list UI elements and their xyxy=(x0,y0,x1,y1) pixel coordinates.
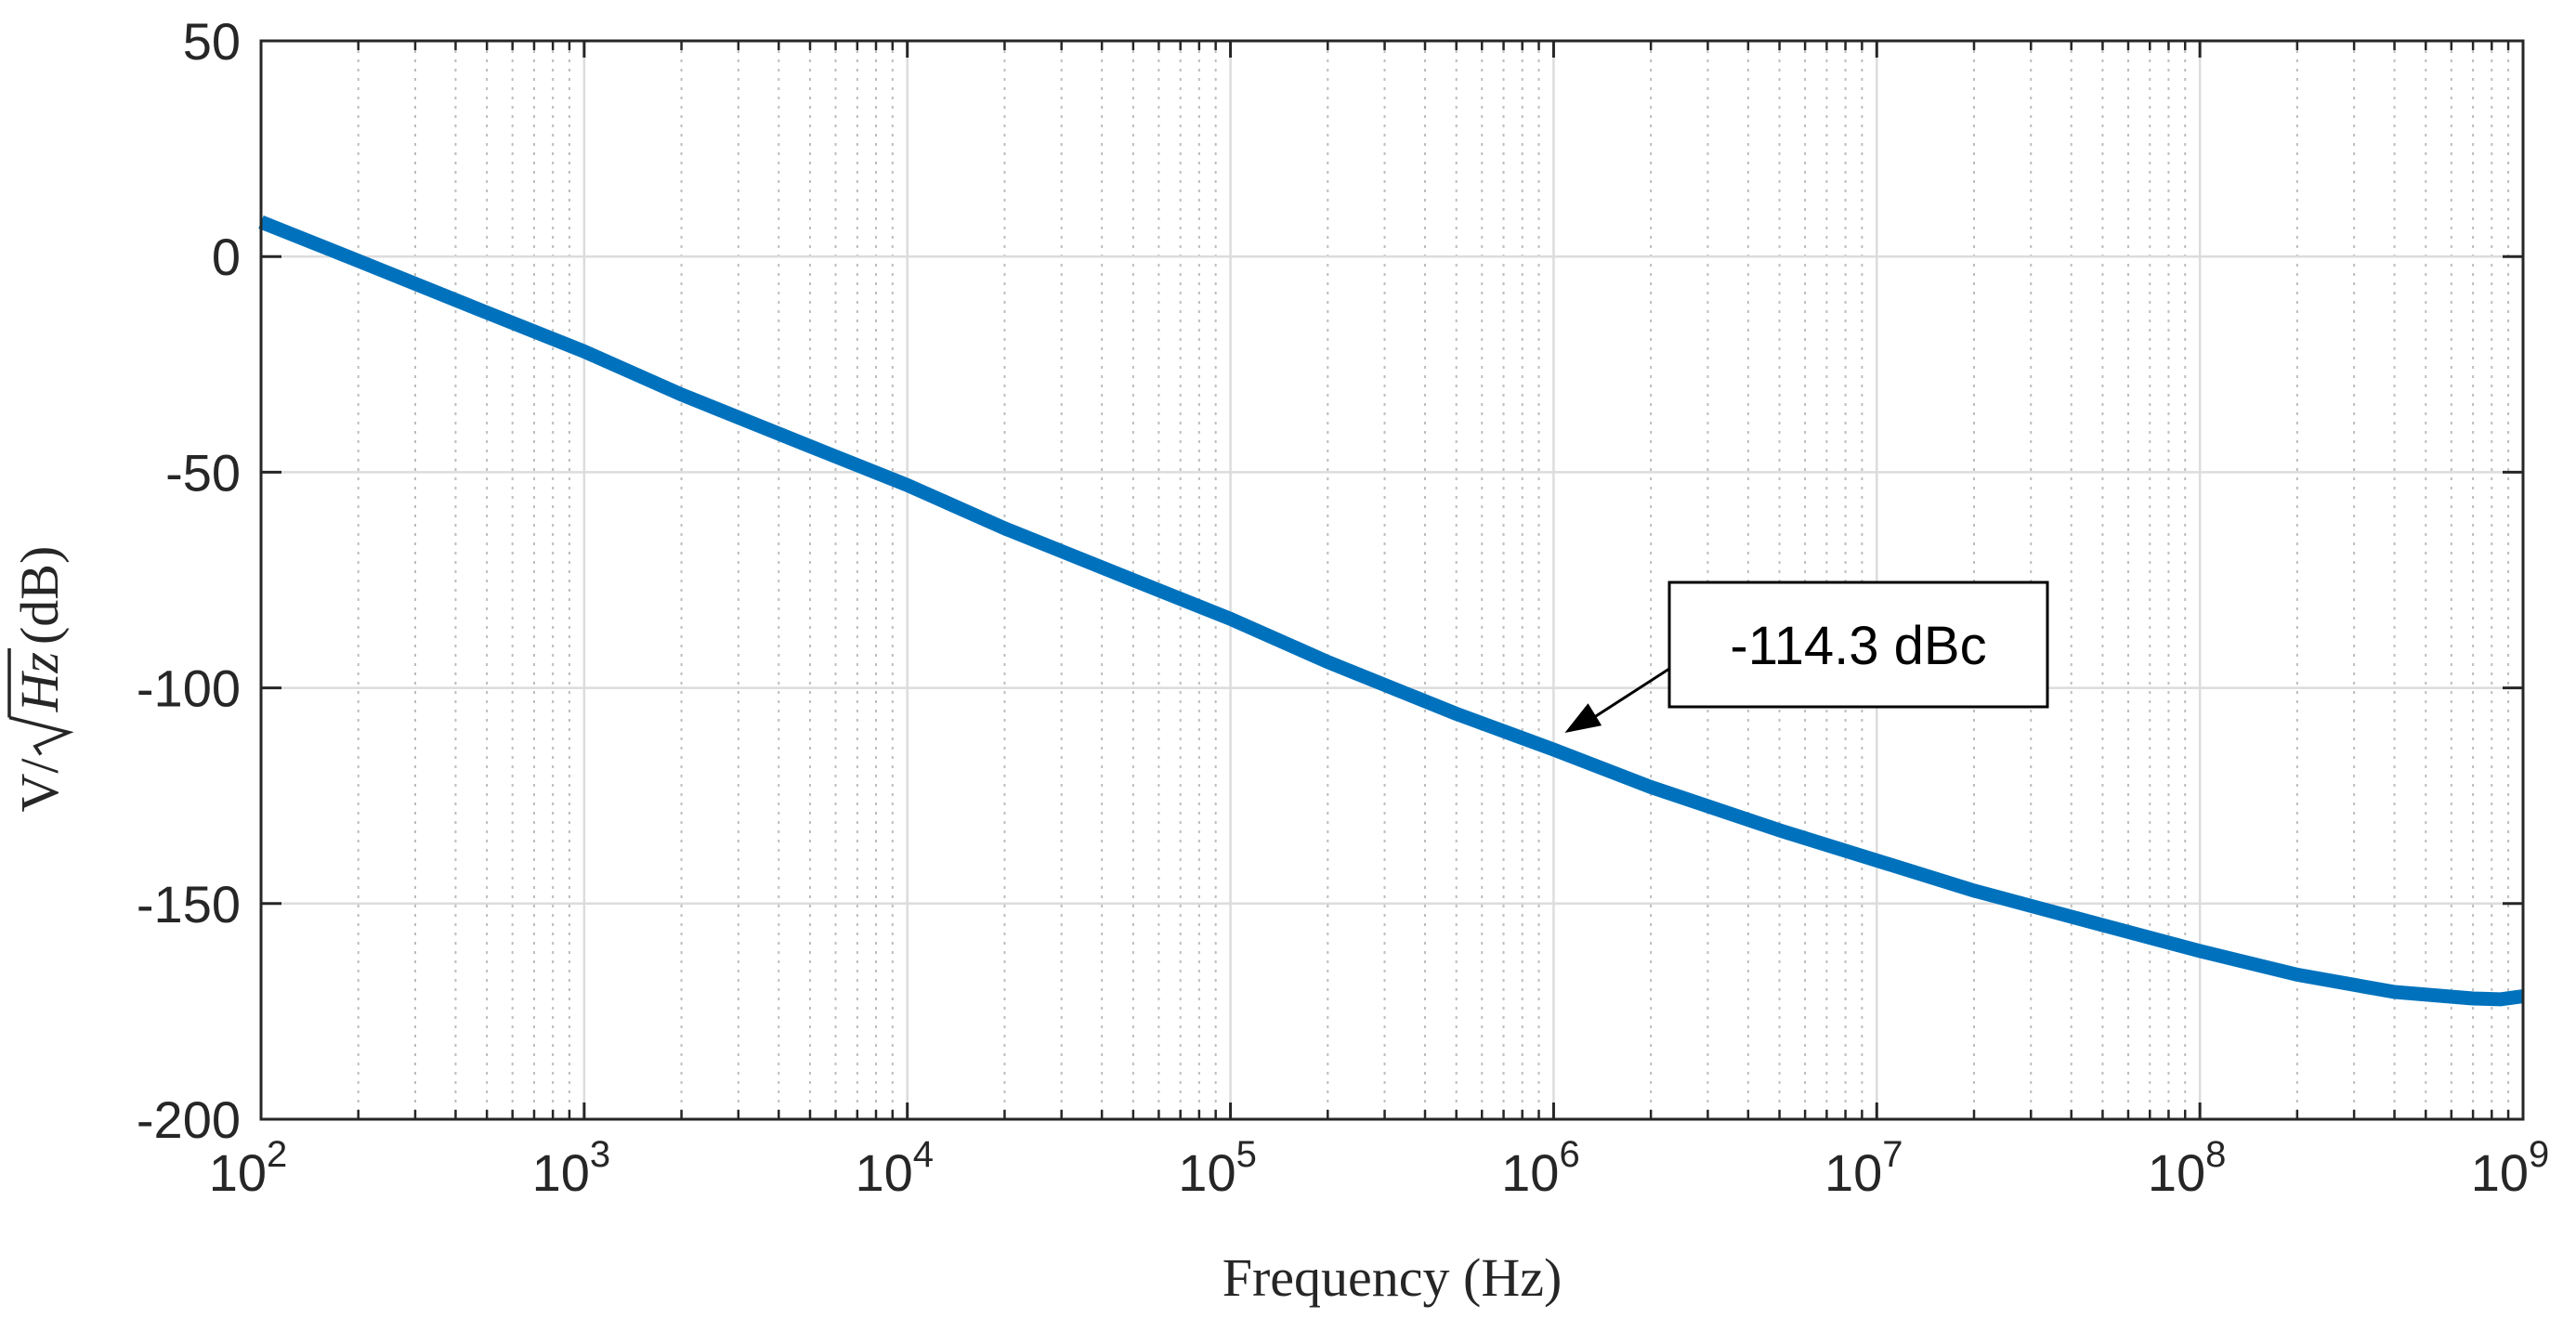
annotation-arrowhead xyxy=(1564,703,1602,734)
x-tick-label: 102 xyxy=(209,1134,288,1202)
axes-box xyxy=(259,39,2525,1121)
annotation-box xyxy=(1667,581,2049,709)
series-layer xyxy=(258,215,2524,1007)
y-tick-label: -100 xyxy=(137,659,241,718)
y-tick-label: -150 xyxy=(137,875,241,933)
radical-sign xyxy=(8,715,74,756)
y-axis-label: V/Hz (dB) xyxy=(7,546,74,813)
data-line xyxy=(258,215,2524,1007)
tick-layer: 102 103 104 105 106 107 108 109 50 0 -50 -100 -150 -2… xyxy=(137,12,2549,1202)
y-axis-label-radicand: Hz xyxy=(9,652,70,712)
x-tick-label: 103 xyxy=(532,1134,611,1202)
x-tick-label: 107 xyxy=(1824,1134,1903,1202)
x-tick-label: 105 xyxy=(1178,1134,1257,1202)
grid xyxy=(259,39,2525,1121)
x-tick-label: 109 xyxy=(2471,1134,2550,1202)
y-axis-label-prefix: V/ xyxy=(9,758,70,813)
x-tick-label: 106 xyxy=(1501,1134,1580,1202)
y-tick-label: -50 xyxy=(165,443,241,502)
y-tick-label: 50 xyxy=(183,12,241,71)
x-tick-label: 104 xyxy=(855,1134,934,1202)
y-tick-label: -200 xyxy=(137,1090,241,1149)
annotation-layer: -114.3 dBc xyxy=(1564,581,2049,734)
y-tick-label: 0 xyxy=(212,228,241,286)
x-tick-label: 108 xyxy=(2148,1134,2227,1202)
x-axis-label: Frequency (Hz) xyxy=(1223,1247,1563,1308)
y-axis-label-suffix: (dB) xyxy=(9,546,70,645)
annotation-text: -114.3 dBc xyxy=(1730,616,1986,676)
annotation-arrow-line xyxy=(1580,667,1670,727)
